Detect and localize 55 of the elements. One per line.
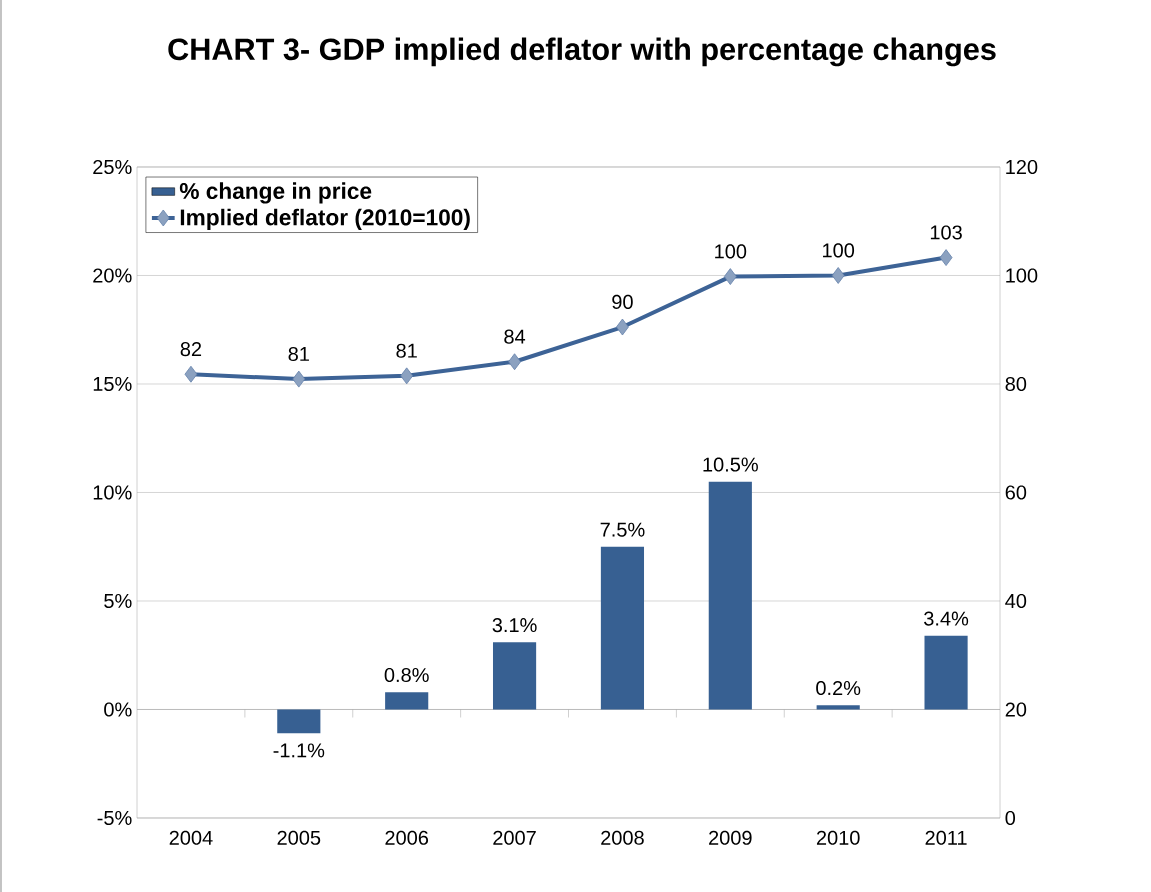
point [292, 370, 306, 388]
point [184, 365, 198, 383]
y-tick-label: 25% [93, 159, 132, 175]
bar [708, 481, 752, 710]
x-tick-label: 2005 [277, 830, 321, 845]
x-tick-label: 2008 [601, 830, 644, 845]
x-tick-label: 2010 [816, 830, 860, 845]
y2-tick-label: 120 [1006, 159, 1038, 175]
x-tick-label: 2007 [493, 830, 536, 845]
bar [600, 546, 645, 710]
chart-title: CHART 3- GDP implied deflator with percentage changes [168, 37, 996, 67]
y2-tick-label: 20 [1005, 702, 1027, 717]
bar [385, 692, 429, 710]
bar [492, 642, 537, 710]
y-tick-label: -5% [97, 810, 132, 826]
data-label: 100 [715, 244, 747, 259]
data-label: 100 [823, 243, 855, 258]
bar [924, 635, 968, 710]
data-label: 3.4% [924, 611, 969, 626]
y2-tick-label: 60 [1005, 485, 1027, 500]
y-tick-label: 10% [93, 485, 132, 500]
data-label: 81 [288, 346, 309, 362]
data-label: 3.1% [492, 618, 537, 633]
bar [816, 705, 860, 710]
x-tick-label: 2009 [709, 830, 752, 845]
data-label: 10.5% [703, 457, 758, 472]
point [939, 249, 953, 266]
y-tick-label: 0% [104, 702, 132, 717]
data-label: 90 [612, 294, 633, 309]
bar [277, 709, 321, 734]
x-tick-label: 2011 [925, 830, 967, 845]
x-tick-label: 2006 [385, 830, 429, 845]
point [400, 367, 414, 385]
y2-tick-label: 40 [1005, 593, 1027, 609]
y-tick-label: 15% [93, 376, 132, 392]
y2-tick-label: 80 [1005, 376, 1027, 392]
data-label: 0.2% [816, 680, 861, 696]
data-label: 103 [930, 225, 962, 240]
data-label: 81 [396, 343, 417, 358]
legend-label: % change in price [179, 182, 372, 204]
y-tick-label: 5% [104, 593, 132, 609]
point [723, 268, 737, 285]
y2-tick-label: 100 [1006, 268, 1038, 283]
data-label: 82 [180, 342, 202, 357]
data-label: -1.1% [273, 743, 325, 758]
y2-tick-label: 0 [1005, 810, 1016, 826]
data-label: 0.8% [384, 667, 429, 683]
point [508, 353, 521, 371]
point [616, 318, 629, 336]
y-tick-label: 20% [93, 268, 132, 283]
legend-label: Implied deflator (2010=100) [180, 208, 470, 230]
data-label: 84 [504, 329, 526, 344]
point [831, 267, 845, 284]
data-label: 7.5% [600, 522, 645, 537]
x-tick-label: 2004 [169, 830, 213, 845]
